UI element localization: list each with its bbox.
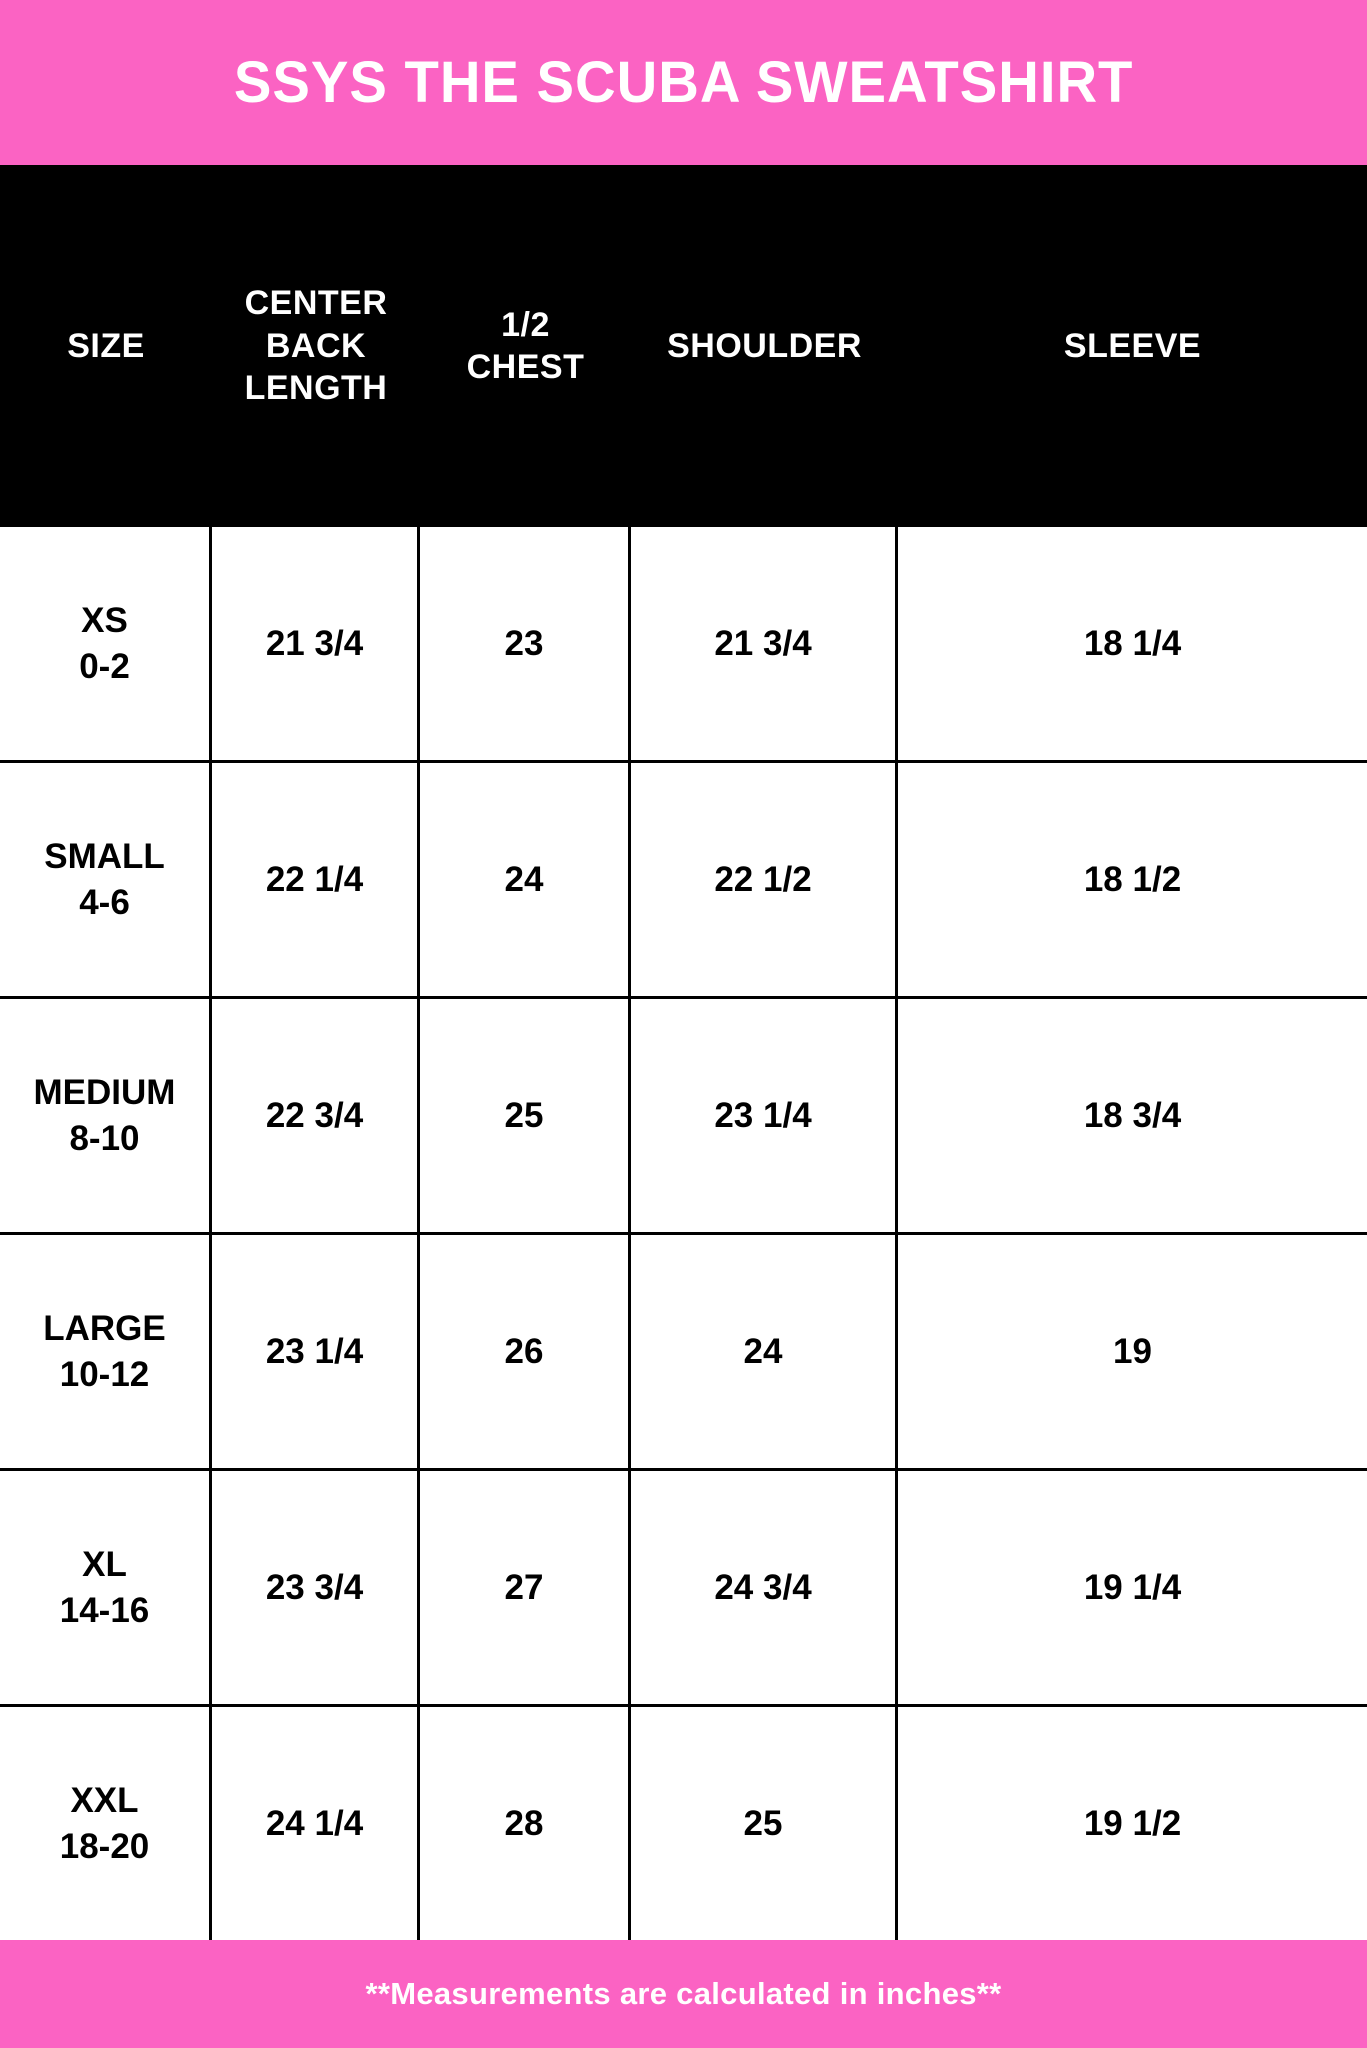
cell-half-chest: 23 [420,527,631,760]
cell-size: XXL 18-20 [0,1707,212,1940]
cell-size: SMALL 4-6 [0,763,212,996]
cell-shoulder: 23 1/4 [631,999,898,1232]
cell-half-chest: 25 [420,999,631,1232]
column-header-sleeve: SLEEVE [1063,326,1202,365]
table-row: XXL 18-20 24 1/4 28 25 19 1/2 [0,1707,1367,1940]
table-row: SMALL 4-6 22 1/4 24 22 1/2 18 1/2 [0,763,1367,999]
measurement-note: **Measurements are calculated in inches*… [365,1976,1002,2011]
cell-size: XS 0-2 [0,527,212,760]
table-row: XL 14-16 23 3/4 27 24 3/4 19 1/4 [0,1471,1367,1707]
size-label: XL [82,1545,127,1584]
size-label: LARGE [43,1309,166,1348]
cell-half-chest: 26 [420,1235,631,1468]
cell-center-back-length: 23 1/4 [212,1235,420,1468]
size-label: MEDIUM [33,1073,176,1112]
column-header-shoulder: SHOULDER [667,326,862,365]
cell-sleeve: 18 1/2 [1083,859,1182,899]
column-header-center-back-length: CENTER BACK LENGTH [244,284,388,408]
size-numeric-label: 0-2 [79,646,130,686]
cell-size: LARGE 10-12 [0,1235,212,1468]
size-numeric-label: 10-12 [59,1354,150,1394]
cell-sleeve: 18 1/4 [1083,623,1182,663]
cell-sleeve: 19 [1113,1331,1152,1371]
cell-shoulder: 25 [631,1707,898,1940]
cell-sleeve: 19 1/2 [1083,1803,1182,1843]
cell-sleeve: 18 3/4 [1083,1095,1182,1135]
cell-center-back-length: 22 3/4 [212,999,420,1232]
cell-shoulder: 22 1/2 [631,763,898,996]
column-header-half-chest: 1/2 CHEST [466,305,585,387]
size-chart-table: SIZE CENTER BACK LENGTH 1/2 CHEST SHOULD… [0,165,1367,1940]
cell-half-chest: 28 [420,1707,631,1940]
cell-half-chest: 24 [420,763,631,996]
cell-center-back-length: 24 1/4 [212,1707,420,1940]
size-numeric-label: 18-20 [59,1826,150,1866]
cell-size: XL 14-16 [0,1471,212,1704]
table-header-row: SIZE CENTER BACK LENGTH 1/2 CHEST SHOULD… [0,165,1367,527]
table-row: MEDIUM 8-10 22 3/4 25 23 1/4 18 3/4 [0,999,1367,1235]
table-row: LARGE 10-12 23 1/4 26 24 19 [0,1235,1367,1471]
cell-shoulder: 24 3/4 [631,1471,898,1704]
column-header-size: SIZE [67,326,145,365]
cell-shoulder: 21 3/4 [631,527,898,760]
size-numeric-label: 14-16 [59,1590,150,1630]
table-row: XS 0-2 21 3/4 23 21 3/4 18 1/4 [0,527,1367,763]
size-numeric-label: 4-6 [79,882,130,922]
table-body: XS 0-2 21 3/4 23 21 3/4 18 1/4 SMALL 4-6… [0,527,1367,1940]
footer-banner: **Measurements are calculated in inches*… [0,1940,1367,2048]
size-label: SMALL [44,837,165,876]
cell-sleeve: 19 1/4 [1083,1567,1182,1607]
cell-center-back-length: 21 3/4 [212,527,420,760]
page-title: SSYS THE SCUBA SWEATSHIRT [233,49,1134,115]
cell-size: MEDIUM 8-10 [0,999,212,1232]
size-label: XXL [70,1781,139,1820]
cell-center-back-length: 23 3/4 [212,1471,420,1704]
size-numeric-label: 8-10 [69,1118,140,1158]
cell-half-chest: 27 [420,1471,631,1704]
cell-center-back-length: 22 1/4 [212,763,420,996]
size-label: XS [81,601,128,640]
title-banner: SSYS THE SCUBA SWEATSHIRT [0,0,1367,165]
cell-shoulder: 24 [631,1235,898,1468]
